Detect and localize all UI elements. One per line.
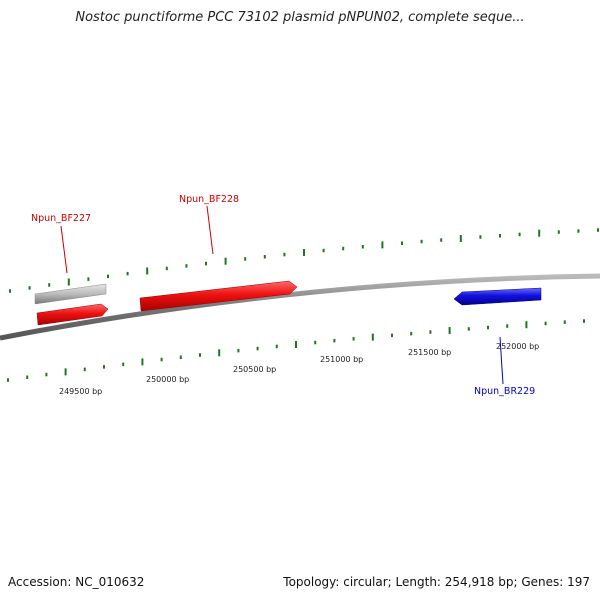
position-label: 251500 bp (408, 348, 451, 357)
outer-tick-track (9, 228, 599, 293)
position-label: 250500 bp (233, 365, 276, 374)
accession-text: Accession: NC_010632 (8, 575, 145, 589)
inner-tick-track (7, 319, 585, 382)
leader-line-npun-bf228 (206, 205, 214, 255)
gene-arrow-npun-bf228[interactable] (139, 280, 298, 312)
plasmid-backbone-arc (0, 273, 600, 341)
map-title: Nostoc punctiforme PCC 73102 plasmid pNP… (75, 10, 525, 25)
topology-summary: Topology: circular; Length: 254,918 bp; … (283, 575, 590, 589)
gene-label-npun-bf228[interactable]: Npun_BF228 (179, 194, 239, 205)
leader-line-npun-bf227 (60, 225, 68, 274)
position-label: 252000 bp (496, 342, 539, 351)
gene-arrow-npun-bf227[interactable] (36, 303, 109, 326)
position-label: 251000 bp (320, 355, 363, 364)
gene-label-npun-bf227[interactable]: Npun_BF227 (31, 213, 91, 224)
position-label: 249500 bp (59, 387, 102, 396)
position-label: 250000 bp (146, 375, 189, 384)
gene-arrow-npun-br229[interactable] (453, 287, 542, 306)
leader-line-npun-br229 (499, 336, 504, 385)
gene-label-npun-br229[interactable]: Npun_BR229 (474, 386, 535, 397)
feature-bar-gray[interactable] (34, 283, 107, 305)
